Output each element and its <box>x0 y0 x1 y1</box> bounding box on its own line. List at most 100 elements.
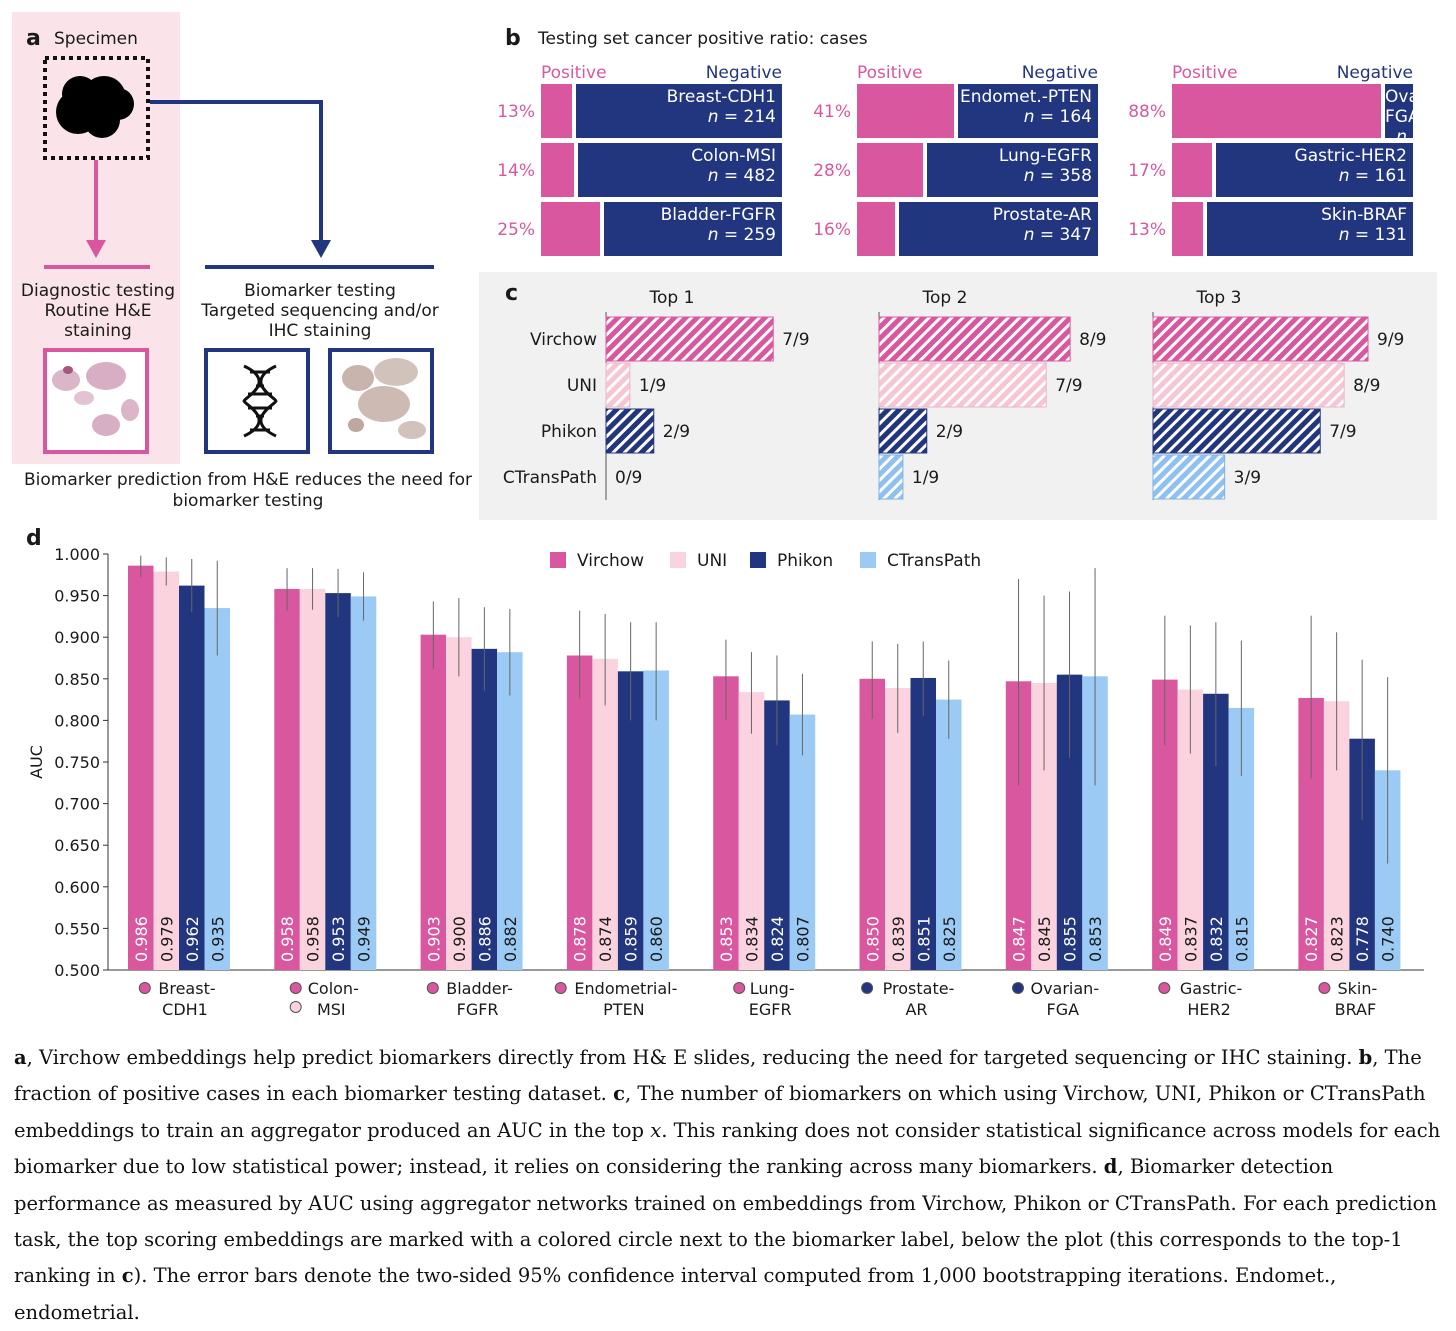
y-axis-label: AUC <box>27 745 46 779</box>
topk-value: 7/9 <box>1329 422 1356 442</box>
ratio-bar: Endomet.-PTEN n = 164 <box>857 84 1098 138</box>
negative-segment: Prostate-AR n = 347 <box>899 202 1098 256</box>
auc-value-label: 0.837 <box>1181 916 1200 962</box>
topk-bar <box>878 316 1071 362</box>
negative-segment: Lung-EGFR n = 358 <box>927 143 1098 197</box>
y-tick-label: 1.000 <box>54 545 100 564</box>
legend-label: CTransPath <box>887 551 981 571</box>
model-label: UNI <box>567 376 597 396</box>
caption-text-b: , The fraction of positive cases in each… <box>14 1046 1422 1106</box>
auc-bar <box>713 676 739 970</box>
auc-value-label: 0.827 <box>1302 916 1321 962</box>
dna-icon <box>242 364 278 438</box>
category-label-line1: Skin- <box>1338 979 1378 998</box>
ratio-bar: Breast-CDH1 n = 214 <box>541 84 782 138</box>
topk-bar <box>1152 316 1369 362</box>
top-model-dot <box>554 982 567 994</box>
caption-text-d: , Biomarker detection performance as mea… <box>14 1155 1437 1288</box>
topk-value: 8/9 <box>1079 330 1106 350</box>
diagnostic-testing-title: Diagnostic testing <box>20 281 176 301</box>
y-tick-label: 0.900 <box>54 628 100 647</box>
auc-value-label: 0.839 <box>889 916 908 962</box>
topk-bar <box>1152 454 1226 500</box>
auc-value-label: 0.979 <box>157 916 176 962</box>
auc-value-label: 0.823 <box>1328 916 1347 962</box>
biomarker-name: Prostate-AR <box>992 205 1092 225</box>
positive-segment <box>541 202 600 256</box>
category-label-line1: Endometrial- <box>574 979 677 998</box>
legend-label: UNI <box>697 551 727 571</box>
panel-c-chart: Virchow UNI Phikon CTransPath Top 1 7/9 1/9 2/9… <box>503 288 1404 500</box>
auc-bar <box>274 588 300 970</box>
auc-value-label: 0.953 <box>329 916 348 962</box>
auc-value-label: 0.778 <box>1353 916 1372 962</box>
model-label: CTransPath <box>503 468 597 488</box>
category-label-line2: MSI <box>317 1000 346 1019</box>
auc-value-label: 0.815 <box>1232 916 1251 962</box>
legend-swatch <box>860 552 876 568</box>
ratio-bar: Colon-MSI n = 482 <box>541 143 782 197</box>
topk-value: 7/9 <box>782 330 809 350</box>
positive-percent: 16% <box>813 220 851 240</box>
auc-value-label: 0.851 <box>914 916 933 962</box>
top-model-dot <box>1012 982 1024 994</box>
auc-bar-chart: 0.500 0.550 0.600 0.650 0.700 0.750 0.800 0.850… <box>27 545 1424 1019</box>
auc-value-label: 0.878 <box>571 916 590 962</box>
positive-header: Positive <box>857 63 923 83</box>
auc-value-label: 0.807 <box>793 916 812 962</box>
auc-value-label: 0.845 <box>1035 916 1054 962</box>
positive-percent: 25% <box>497 220 535 240</box>
negative-segment: Bladder-FGFR n = 259 <box>604 202 782 256</box>
auc-bar <box>592 658 618 970</box>
case-count: n = 482 <box>707 166 776 186</box>
topk-value: 0/9 <box>615 468 642 488</box>
positive-percent: 88% <box>1128 102 1166 122</box>
biomarker-name: Breast-CDH1 <box>666 87 776 107</box>
ratio-bar: Prostate-AR n = 347 <box>857 202 1098 256</box>
auc-bar <box>325 593 351 970</box>
auc-bar <box>299 588 326 970</box>
auc-value-label: 0.860 <box>647 916 666 962</box>
auc-bar <box>910 677 936 970</box>
topk-bar <box>878 454 904 500</box>
caption-label-c: c <box>613 1082 625 1106</box>
model-label: Virchow <box>530 330 597 350</box>
ratio-bar: Bladder-FGFR n = 259 <box>541 202 782 256</box>
auc-value-label: 0.874 <box>596 916 615 962</box>
auc-value-label: 0.882 <box>501 916 520 962</box>
specimen-box <box>43 56 150 160</box>
y-tick-label: 0.550 <box>54 919 100 938</box>
category-label-line2: CDH1 <box>162 1000 208 1019</box>
auc-bar <box>936 699 962 970</box>
legend-swatch <box>750 552 766 568</box>
negative-header: Negative <box>705 63 782 83</box>
biomarker-name: Endomet.-PTEN <box>959 87 1092 107</box>
category-label-line2: HER2 <box>1187 1000 1230 1019</box>
diagnostic-testing-sub1: Routine H&E <box>44 301 152 321</box>
case-count: n = 161 <box>1338 166 1407 186</box>
specimen-icon <box>56 76 134 138</box>
auc-value-label: 0.850 <box>863 916 882 962</box>
topk-bar <box>605 408 655 454</box>
he-slide-image <box>52 362 139 436</box>
biomarker-testing-title: Biomarker testing <box>244 281 396 301</box>
caption-text-c2: . This ranking does not consider statist… <box>14 1118 1441 1179</box>
panel-b-title: Testing set cancer positive ratio: cases <box>538 29 868 49</box>
model-label: Phikon <box>541 422 597 442</box>
top-model-dot <box>1158 982 1171 994</box>
topk-value: 9/9 <box>1377 330 1404 350</box>
auc-bar <box>350 596 377 970</box>
auc-bar <box>179 585 205 970</box>
topk-bar <box>605 362 631 408</box>
negative-segment: Endomet.-PTEN n = 164 <box>958 84 1098 138</box>
topk-value: 2/9 <box>663 422 690 442</box>
auc-bar <box>566 655 593 970</box>
y-tick-label: 0.500 <box>54 961 100 980</box>
y-tick-label: 0.800 <box>54 711 100 730</box>
biomarker-name: Skin-BRAF <box>1321 205 1407 225</box>
y-tick-label: 0.850 <box>54 670 100 689</box>
diagnostic-testing-sub2: staining <box>64 321 132 341</box>
case-count: n = 214 <box>707 107 776 127</box>
ihc-slide-image <box>342 358 426 439</box>
